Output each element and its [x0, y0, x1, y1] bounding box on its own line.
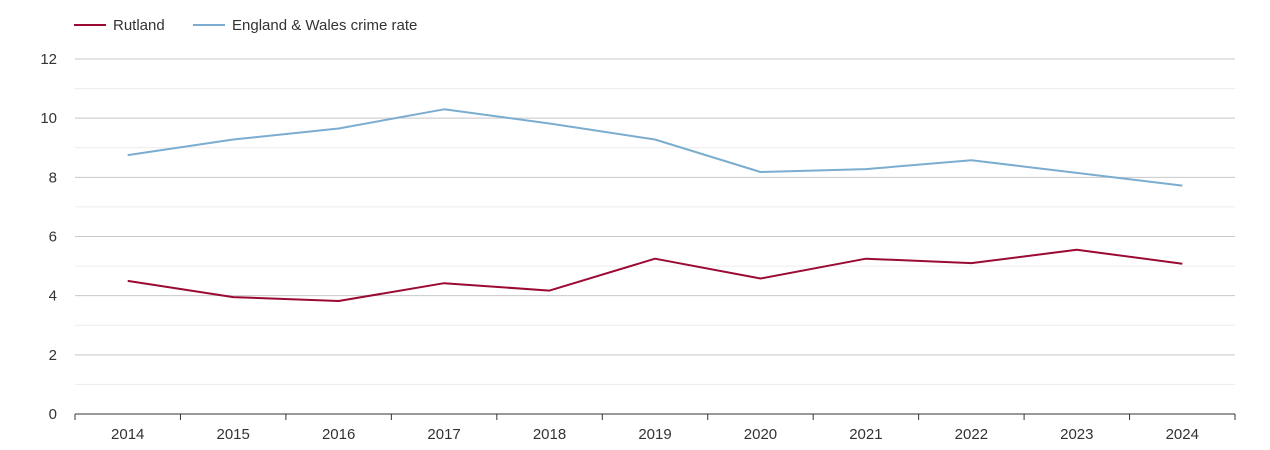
- legend-item-rutland[interactable]: Rutland: [74, 17, 165, 34]
- data-point[interactable]: [1071, 244, 1083, 256]
- series-group: [122, 103, 1188, 307]
- y-tick-label: 10: [40, 110, 57, 127]
- series-line-england-wales[interactable]: [127, 108, 1183, 187]
- y-tick-label: 0: [49, 406, 57, 423]
- legend-label-rutland: Rutland: [113, 17, 165, 34]
- y-tick-label: 6: [49, 229, 57, 246]
- x-tick-label: 2017: [427, 426, 460, 443]
- x-tick-label: 2022: [955, 426, 988, 443]
- data-point[interactable]: [965, 154, 977, 166]
- x-tick-label: 2014: [111, 426, 144, 443]
- data-point[interactable]: [965, 257, 977, 269]
- data-point[interactable]: [1071, 167, 1083, 179]
- legend: Rutland England & Wales crime rate: [74, 17, 417, 34]
- y-tick-label: 4: [49, 288, 57, 305]
- data-point[interactable]: [438, 277, 450, 289]
- x-tick-label: 2016: [322, 426, 355, 443]
- data-point[interactable]: [227, 133, 239, 145]
- y-tick-label: 12: [40, 51, 57, 68]
- data-point[interactable]: [1176, 180, 1188, 192]
- y-axis: 0 2 4 6 8 10 12: [40, 51, 57, 423]
- gridlines: [75, 58, 1235, 385]
- data-point[interactable]: [860, 253, 872, 265]
- x-axis: 2014 2015 2016 2017 2018 2019 2020 2021 2022 2023…: [74, 413, 1236, 443]
- data-point[interactable]: [544, 285, 556, 297]
- x-tick-label: 2018: [533, 426, 566, 443]
- data-point[interactable]: [438, 103, 450, 115]
- data-point[interactable]: [544, 117, 556, 129]
- data-point[interactable]: [649, 253, 661, 265]
- x-tick-label: 2021: [849, 426, 882, 443]
- data-point[interactable]: [754, 273, 766, 285]
- y-tick-label: 2: [49, 347, 57, 364]
- y-tick-label: 8: [49, 169, 57, 186]
- x-tick-label: 2024: [1166, 426, 1199, 443]
- x-tick-label: 2023: [1060, 426, 1093, 443]
- data-point[interactable]: [122, 149, 134, 161]
- series-line-rutland[interactable]: [127, 248, 1183, 302]
- x-tick-label: 2019: [638, 426, 671, 443]
- data-point[interactable]: [860, 163, 872, 175]
- legend-item-england-wales[interactable]: England & Wales crime rate: [193, 17, 417, 34]
- data-point[interactable]: [227, 291, 239, 303]
- x-tick-label: 2020: [744, 426, 777, 443]
- data-point[interactable]: [649, 133, 661, 145]
- data-point[interactable]: [1176, 258, 1188, 270]
- data-point[interactable]: [754, 166, 766, 178]
- data-point[interactable]: [122, 275, 134, 287]
- data-point[interactable]: [333, 123, 345, 135]
- x-tick-label: 2015: [216, 426, 249, 443]
- legend-label-england-wales: England & Wales crime rate: [232, 17, 417, 34]
- data-point[interactable]: [333, 295, 345, 307]
